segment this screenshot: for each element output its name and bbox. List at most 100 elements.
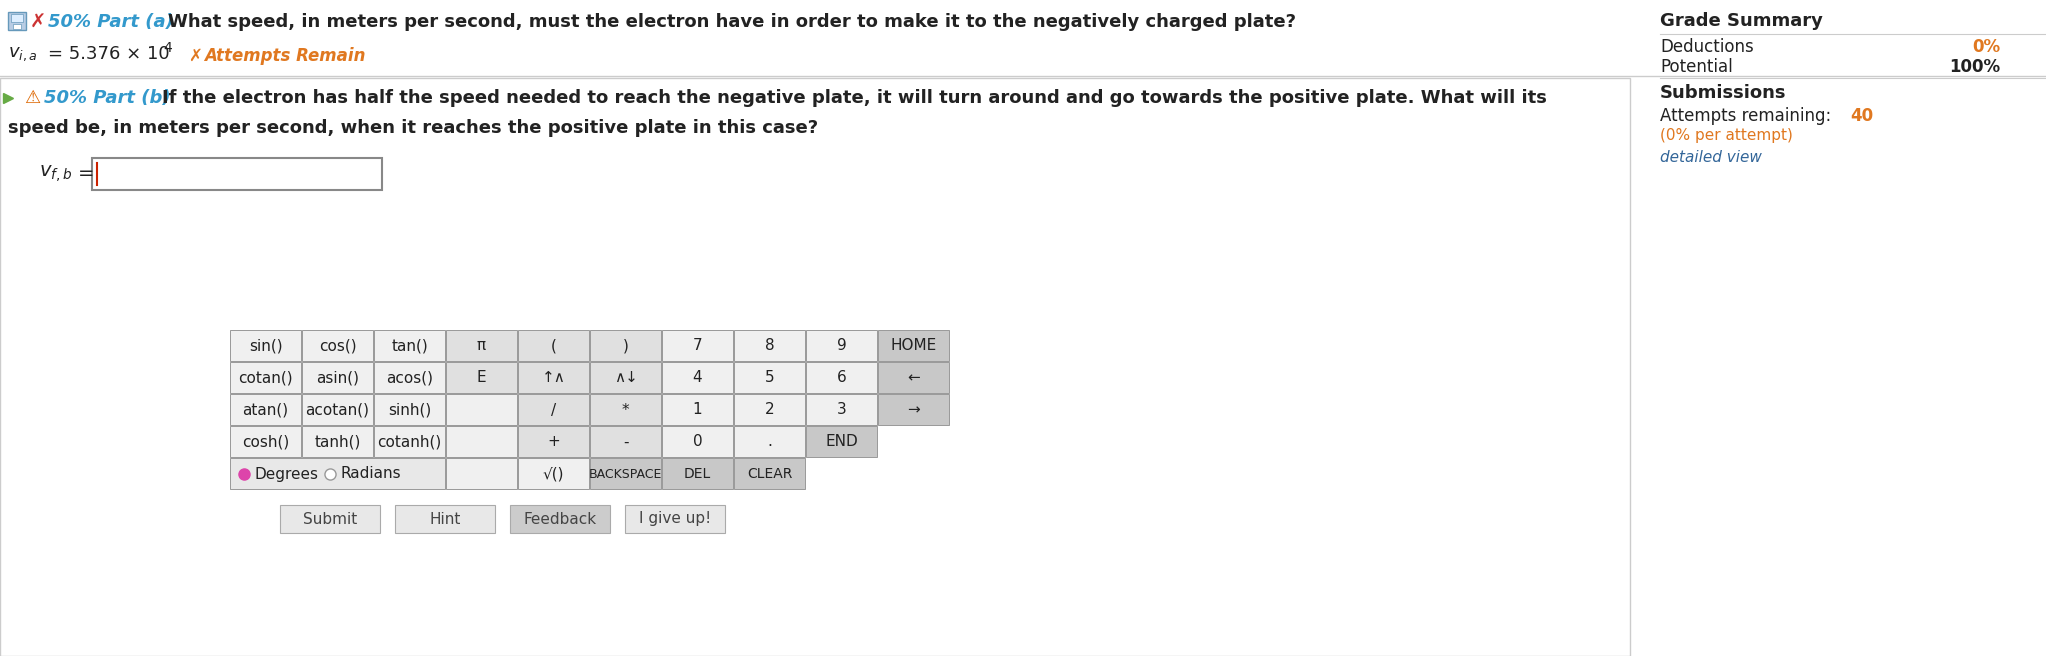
FancyBboxPatch shape bbox=[806, 394, 878, 425]
Text: 50% Part (b): 50% Part (b) bbox=[45, 89, 170, 107]
FancyBboxPatch shape bbox=[229, 458, 444, 489]
FancyBboxPatch shape bbox=[229, 426, 301, 457]
Text: Radians: Radians bbox=[340, 466, 401, 482]
FancyBboxPatch shape bbox=[624, 505, 724, 533]
Text: Grade Summary: Grade Summary bbox=[1659, 12, 1823, 30]
FancyBboxPatch shape bbox=[92, 158, 383, 190]
Text: If the electron has half the speed needed to reach the negative plate, it will t: If the electron has half the speed neede… bbox=[162, 89, 1547, 107]
FancyBboxPatch shape bbox=[589, 426, 661, 457]
Text: π: π bbox=[477, 338, 487, 354]
Text: ✗: ✗ bbox=[188, 47, 203, 65]
Text: 3: 3 bbox=[837, 403, 847, 417]
FancyBboxPatch shape bbox=[878, 394, 949, 425]
FancyBboxPatch shape bbox=[8, 12, 27, 30]
Text: What speed, in meters per second, must the electron have in order to make it to : What speed, in meters per second, must t… bbox=[168, 13, 1295, 31]
Text: 4: 4 bbox=[694, 371, 702, 386]
FancyBboxPatch shape bbox=[518, 330, 589, 361]
Text: 2: 2 bbox=[765, 403, 773, 417]
FancyBboxPatch shape bbox=[303, 426, 372, 457]
FancyBboxPatch shape bbox=[374, 330, 444, 361]
Text: √(): √() bbox=[542, 466, 565, 482]
Text: HOME: HOME bbox=[890, 338, 937, 354]
Text: speed be, in meters per second, when it reaches the positive plate in this case?: speed be, in meters per second, when it … bbox=[8, 119, 818, 137]
Text: $v_{i,a}$: $v_{i,a}$ bbox=[8, 45, 37, 63]
FancyBboxPatch shape bbox=[374, 362, 444, 393]
Text: atan(): atan() bbox=[241, 403, 288, 417]
Text: 9: 9 bbox=[837, 338, 847, 354]
Text: Feedback: Feedback bbox=[524, 512, 597, 527]
Text: $v_{f,b}$: $v_{f,b}$ bbox=[39, 163, 72, 184]
FancyBboxPatch shape bbox=[303, 330, 372, 361]
FancyBboxPatch shape bbox=[806, 362, 878, 393]
FancyBboxPatch shape bbox=[12, 24, 20, 29]
FancyBboxPatch shape bbox=[0, 78, 1631, 656]
FancyBboxPatch shape bbox=[663, 426, 732, 457]
Text: Hint: Hint bbox=[430, 512, 460, 527]
Text: DEL: DEL bbox=[683, 467, 712, 481]
Text: ✗: ✗ bbox=[31, 13, 47, 32]
FancyBboxPatch shape bbox=[589, 330, 661, 361]
Text: ): ) bbox=[622, 338, 628, 354]
Text: 5: 5 bbox=[765, 371, 773, 386]
FancyBboxPatch shape bbox=[735, 362, 804, 393]
Text: Deductions: Deductions bbox=[1659, 38, 1753, 56]
FancyBboxPatch shape bbox=[878, 362, 949, 393]
FancyBboxPatch shape bbox=[518, 458, 589, 489]
Text: sinh(): sinh() bbox=[389, 403, 432, 417]
Text: BACKSPACE: BACKSPACE bbox=[589, 468, 663, 480]
Text: acotan(): acotan() bbox=[305, 403, 370, 417]
Text: sin(): sin() bbox=[250, 338, 282, 354]
Text: ↑∧: ↑∧ bbox=[542, 371, 565, 386]
Text: 6: 6 bbox=[837, 371, 847, 386]
Text: ←: ← bbox=[906, 371, 921, 386]
Text: tanh(): tanh() bbox=[315, 434, 360, 449]
Text: →: → bbox=[906, 403, 921, 417]
Text: acos(): acos() bbox=[387, 371, 434, 386]
FancyBboxPatch shape bbox=[589, 458, 661, 489]
FancyBboxPatch shape bbox=[446, 394, 518, 425]
Text: (0% per attempt): (0% per attempt) bbox=[1659, 128, 1792, 143]
Text: 7: 7 bbox=[694, 338, 702, 354]
Text: detailed view: detailed view bbox=[1659, 150, 1762, 165]
FancyBboxPatch shape bbox=[374, 394, 444, 425]
FancyBboxPatch shape bbox=[10, 14, 23, 22]
Text: = 5.376 × 10: = 5.376 × 10 bbox=[47, 45, 170, 63]
Text: Attempts remaining:: Attempts remaining: bbox=[1659, 107, 1831, 125]
FancyBboxPatch shape bbox=[446, 362, 518, 393]
Text: 0: 0 bbox=[694, 434, 702, 449]
FancyBboxPatch shape bbox=[303, 394, 372, 425]
FancyBboxPatch shape bbox=[735, 426, 804, 457]
Text: tan(): tan() bbox=[391, 338, 428, 354]
FancyBboxPatch shape bbox=[446, 458, 518, 489]
Text: Submissions: Submissions bbox=[1659, 84, 1786, 102]
Text: Potential: Potential bbox=[1659, 58, 1733, 76]
Text: cos(): cos() bbox=[319, 338, 356, 354]
FancyBboxPatch shape bbox=[229, 330, 301, 361]
FancyBboxPatch shape bbox=[229, 362, 301, 393]
FancyBboxPatch shape bbox=[806, 330, 878, 361]
FancyBboxPatch shape bbox=[374, 426, 444, 457]
FancyBboxPatch shape bbox=[509, 505, 610, 533]
Text: 8: 8 bbox=[765, 338, 773, 354]
Text: 0%: 0% bbox=[1972, 38, 2001, 56]
FancyBboxPatch shape bbox=[518, 394, 589, 425]
Text: E: E bbox=[477, 371, 487, 386]
Text: 40: 40 bbox=[1850, 107, 1874, 125]
Text: 4: 4 bbox=[164, 41, 172, 55]
FancyBboxPatch shape bbox=[589, 362, 661, 393]
Text: ∧↓: ∧↓ bbox=[614, 371, 638, 386]
Text: cosh(): cosh() bbox=[241, 434, 288, 449]
Text: +: + bbox=[546, 434, 561, 449]
Text: /: / bbox=[550, 403, 557, 417]
Text: cotan(): cotan() bbox=[237, 371, 293, 386]
FancyBboxPatch shape bbox=[518, 362, 589, 393]
FancyBboxPatch shape bbox=[303, 362, 372, 393]
Text: =: = bbox=[78, 165, 94, 184]
FancyBboxPatch shape bbox=[878, 330, 949, 361]
Text: I give up!: I give up! bbox=[638, 512, 712, 527]
Text: Submit: Submit bbox=[303, 512, 358, 527]
Text: 50% Part (a): 50% Part (a) bbox=[47, 13, 174, 31]
FancyBboxPatch shape bbox=[446, 426, 518, 457]
FancyBboxPatch shape bbox=[280, 505, 381, 533]
FancyBboxPatch shape bbox=[229, 394, 301, 425]
